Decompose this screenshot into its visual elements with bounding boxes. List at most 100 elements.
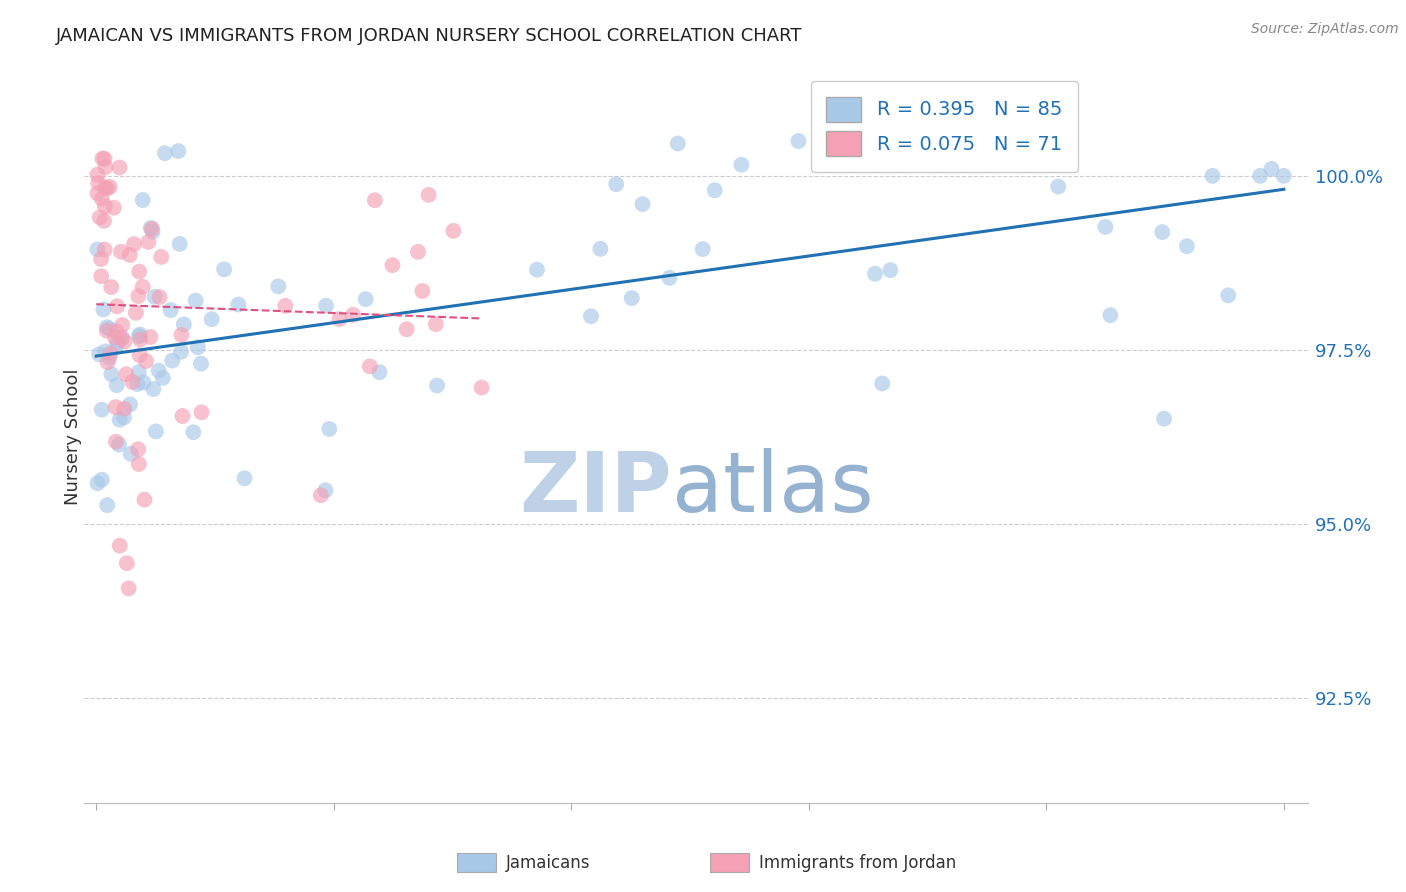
Point xyxy=(354,292,377,306)
Point xyxy=(309,488,332,502)
Point xyxy=(579,310,602,324)
Point xyxy=(97,355,120,369)
Point xyxy=(125,306,148,320)
Point xyxy=(138,235,160,249)
Point xyxy=(159,303,181,318)
Point xyxy=(184,293,207,308)
Point xyxy=(201,312,224,326)
Point xyxy=(93,214,115,228)
Point xyxy=(105,299,128,313)
Point xyxy=(318,422,340,436)
Point xyxy=(131,280,153,294)
Text: JAMAICAN VS IMMIGRANTS FROM JORDAN NURSERY SCHOOL CORRELATION CHART: JAMAICAN VS IMMIGRANTS FROM JORDAN NURSE… xyxy=(56,27,803,45)
Point xyxy=(359,359,381,374)
Point xyxy=(129,333,152,347)
Point xyxy=(108,437,131,451)
Point xyxy=(150,250,173,264)
Point xyxy=(139,221,162,235)
Point xyxy=(170,327,193,342)
Point xyxy=(104,434,127,449)
Point xyxy=(98,322,121,336)
Point xyxy=(86,243,108,257)
Point xyxy=(411,284,433,298)
Point xyxy=(104,330,127,344)
Point xyxy=(86,168,108,182)
Text: Jamaicans: Jamaicans xyxy=(506,854,591,871)
Point xyxy=(148,363,170,377)
Point xyxy=(104,400,127,414)
Point xyxy=(132,376,155,390)
Point xyxy=(128,457,150,471)
Point xyxy=(1153,411,1175,425)
Point xyxy=(160,353,183,368)
Point xyxy=(1249,169,1271,183)
Point xyxy=(589,242,612,256)
Point xyxy=(89,211,111,225)
Point xyxy=(105,325,128,339)
Point xyxy=(879,263,901,277)
Point xyxy=(145,425,167,439)
Point xyxy=(107,335,129,350)
Point xyxy=(94,344,117,359)
Point xyxy=(110,244,132,259)
Point xyxy=(368,365,391,379)
Point xyxy=(86,186,108,201)
Point xyxy=(131,193,153,207)
Point xyxy=(94,180,117,194)
Point xyxy=(127,377,149,392)
Point xyxy=(441,224,464,238)
Point xyxy=(100,346,122,360)
Point xyxy=(100,367,122,381)
Point xyxy=(128,329,150,343)
Point xyxy=(692,242,714,256)
Point xyxy=(425,317,447,331)
Y-axis label: Nursery School: Nursery School xyxy=(65,368,82,506)
Point xyxy=(267,279,290,293)
Point xyxy=(870,376,893,391)
Point xyxy=(118,248,141,262)
Point xyxy=(426,378,449,392)
Text: atlas: atlas xyxy=(672,448,873,529)
Point xyxy=(143,290,166,304)
Point xyxy=(94,160,117,174)
Point xyxy=(108,161,131,175)
Point xyxy=(381,258,404,272)
Point xyxy=(114,334,136,349)
Point xyxy=(1218,288,1240,302)
Point xyxy=(128,365,150,379)
Point xyxy=(863,267,886,281)
Point xyxy=(115,556,138,570)
Point xyxy=(134,492,156,507)
Point xyxy=(87,347,110,361)
Point xyxy=(1152,225,1174,239)
Point xyxy=(110,332,132,346)
Point xyxy=(127,289,149,303)
Point xyxy=(212,262,235,277)
Point xyxy=(190,405,212,419)
Point xyxy=(91,152,114,166)
Point xyxy=(98,351,121,365)
Point xyxy=(94,199,117,213)
Point xyxy=(228,297,250,311)
Point xyxy=(139,330,162,344)
Point xyxy=(115,368,138,382)
Point xyxy=(86,476,108,491)
Point xyxy=(631,197,654,211)
Point xyxy=(173,318,195,332)
Point xyxy=(328,312,350,326)
Point xyxy=(87,176,110,190)
Point xyxy=(100,280,122,294)
Point xyxy=(108,412,131,426)
Point xyxy=(274,299,297,313)
Point xyxy=(93,152,115,166)
Point xyxy=(111,330,134,344)
Point xyxy=(108,539,131,553)
Point xyxy=(666,136,689,151)
Point xyxy=(314,483,336,498)
Point xyxy=(90,192,112,206)
Point xyxy=(118,582,141,596)
Point xyxy=(1201,169,1223,183)
Point xyxy=(364,193,387,207)
Point xyxy=(787,134,810,148)
Point xyxy=(1260,161,1282,176)
